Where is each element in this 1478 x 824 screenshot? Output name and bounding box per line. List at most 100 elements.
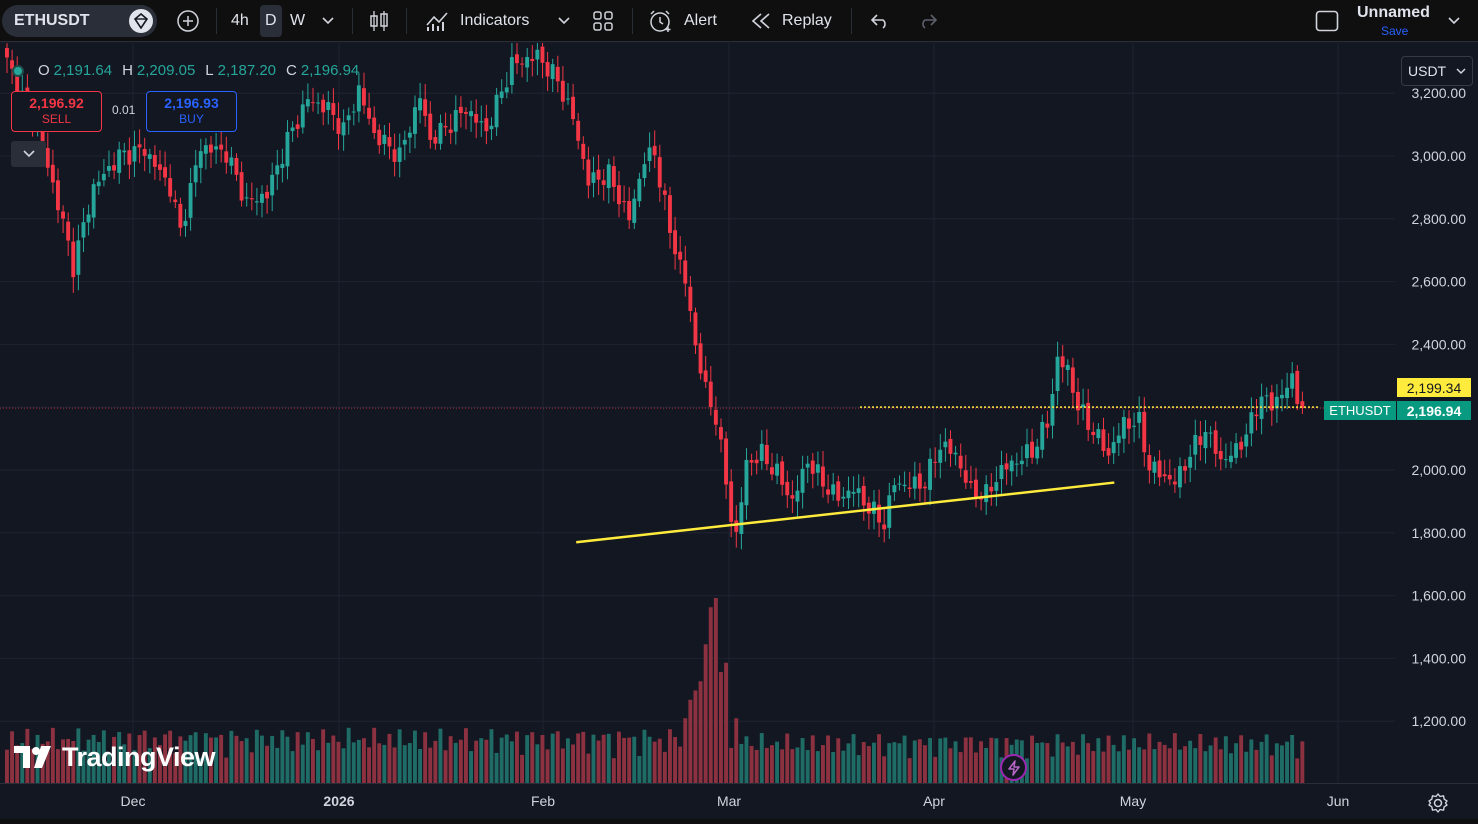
- fullscreen-checkbox-icon[interactable]: [1314, 0, 1340, 42]
- indicators-chevron-down-icon[interactable]: [555, 0, 573, 42]
- candle-body: [198, 151, 203, 168]
- candle-body: [831, 484, 836, 495]
- sell-button[interactable]: 2,196.92 SELL: [11, 91, 102, 132]
- candle-body: [1004, 463, 1009, 470]
- add-symbol-icon[interactable]: [173, 0, 203, 42]
- volume-bar: [474, 740, 479, 783]
- undo-icon[interactable]: [868, 0, 892, 42]
- candle-body: [443, 125, 448, 128]
- volume-bar: [438, 728, 443, 783]
- candle-body: [877, 504, 881, 523]
- alert-button[interactable]: Alert: [648, 0, 717, 42]
- volume-bar: [224, 757, 229, 783]
- volume-bar: [877, 734, 881, 783]
- indicators-button[interactable]: Indicators: [424, 0, 529, 42]
- candle-body: [520, 63, 524, 65]
- candle-body: [815, 464, 820, 473]
- volume-bar: [708, 607, 713, 783]
- tradingview-watermark[interactable]: TradingView: [14, 742, 216, 772]
- chart-canvas[interactable]: [0, 32, 1395, 783]
- currency-selector[interactable]: USDT: [1401, 56, 1473, 86]
- volume-bar: [163, 734, 167, 783]
- save-link[interactable]: Save: [1381, 24, 1409, 38]
- volume-bar: [1045, 743, 1050, 783]
- candle-body: [377, 129, 382, 146]
- market-status-dot[interactable]: [12, 64, 24, 77]
- candle-body: [1229, 455, 1233, 463]
- symbol-search-button[interactable]: ETHUSDT: [2, 5, 157, 37]
- candle-body: [882, 524, 887, 530]
- candles[interactable]: [5, 32, 1305, 550]
- candle-body: [40, 130, 45, 149]
- buy-button[interactable]: 2,196.93 BUY: [146, 91, 237, 132]
- candle-body: [464, 112, 468, 114]
- volume-bar: [254, 729, 259, 783]
- interval-d[interactable]: D: [260, 5, 282, 37]
- replay-label: Replay: [782, 12, 832, 29]
- volume-bar: [841, 750, 846, 783]
- layout-chevron-down-icon[interactable]: [1446, 0, 1462, 42]
- settings-gear-icon[interactable]: [1427, 792, 1449, 819]
- volume-bar: [1055, 734, 1060, 783]
- open-value: 2,191.64: [53, 62, 113, 79]
- candle-body: [1172, 481, 1177, 485]
- candle-body: [117, 149, 122, 173]
- candle-body: [494, 94, 499, 128]
- candle-body: [566, 98, 570, 100]
- volume-bar: [601, 734, 606, 783]
- candle-body: [979, 498, 983, 500]
- redo-icon[interactable]: [916, 0, 940, 42]
- ohlc-legend: O 2,191.64 H 2,209.05 L 2,187.20 C 2,196.94: [12, 62, 365, 79]
- candle-body: [367, 107, 371, 119]
- candle-body: [183, 220, 188, 226]
- time-tick-label: Apr: [923, 793, 945, 809]
- volume-bar: [897, 743, 902, 783]
- candle-body: [810, 460, 815, 474]
- interval-4h[interactable]: 4h: [231, 12, 249, 29]
- candle-body: [739, 502, 744, 534]
- volume-bar: [535, 744, 540, 783]
- volume-bar: [780, 749, 785, 783]
- volume-bar: [775, 741, 779, 783]
- volume-bar: [856, 755, 861, 783]
- trendline-drawing[interactable]: [576, 481, 1115, 544]
- price-tick-label: 2,400.00: [1412, 336, 1467, 352]
- volume-bar: [351, 742, 356, 783]
- volume-bar: [963, 737, 968, 783]
- replay-button[interactable]: Replay: [750, 0, 832, 42]
- volume-bar: [1254, 749, 1259, 783]
- volume-bar: [290, 751, 295, 783]
- chart-pane[interactable]: [0, 32, 1395, 783]
- volume-bar: [938, 738, 943, 783]
- compare-icon[interactable]: [129, 9, 153, 33]
- volume-bar: [1025, 758, 1029, 783]
- candle-body: [611, 166, 616, 187]
- candle-body: [866, 502, 871, 514]
- volume-bar: [413, 730, 417, 783]
- layout-name[interactable]: Unnamed: [1357, 4, 1430, 21]
- candle-body: [1106, 448, 1111, 456]
- candle-body: [326, 102, 331, 110]
- candle-body: [1178, 466, 1182, 488]
- layouts-grid-icon[interactable]: [589, 0, 617, 42]
- lightning-icon[interactable]: [1000, 754, 1027, 781]
- candle-body: [917, 473, 922, 489]
- interval-chevron-down-icon[interactable]: [318, 0, 338, 42]
- volume-bar: [912, 740, 917, 783]
- candle-body: [1269, 392, 1274, 411]
- volume-bar: [851, 734, 856, 783]
- volume-bar: [489, 729, 494, 783]
- volume-bar: [311, 738, 315, 783]
- volume-bar: [617, 731, 621, 783]
- collapse-trade-button[interactable]: [11, 141, 46, 167]
- candle-body: [290, 127, 295, 132]
- candle-body: [989, 486, 994, 492]
- time-axis[interactable]: Dec 2026 Feb Mar Apr May Jun: [0, 783, 1478, 819]
- volume-bar: [1223, 736, 1228, 783]
- candle-body: [137, 144, 142, 148]
- candles-chart-type-icon[interactable]: [365, 0, 393, 42]
- candle-body: [5, 47, 9, 58]
- candle-body: [1025, 444, 1029, 459]
- interval-w[interactable]: W: [290, 12, 306, 29]
- volume-bar: [790, 749, 795, 783]
